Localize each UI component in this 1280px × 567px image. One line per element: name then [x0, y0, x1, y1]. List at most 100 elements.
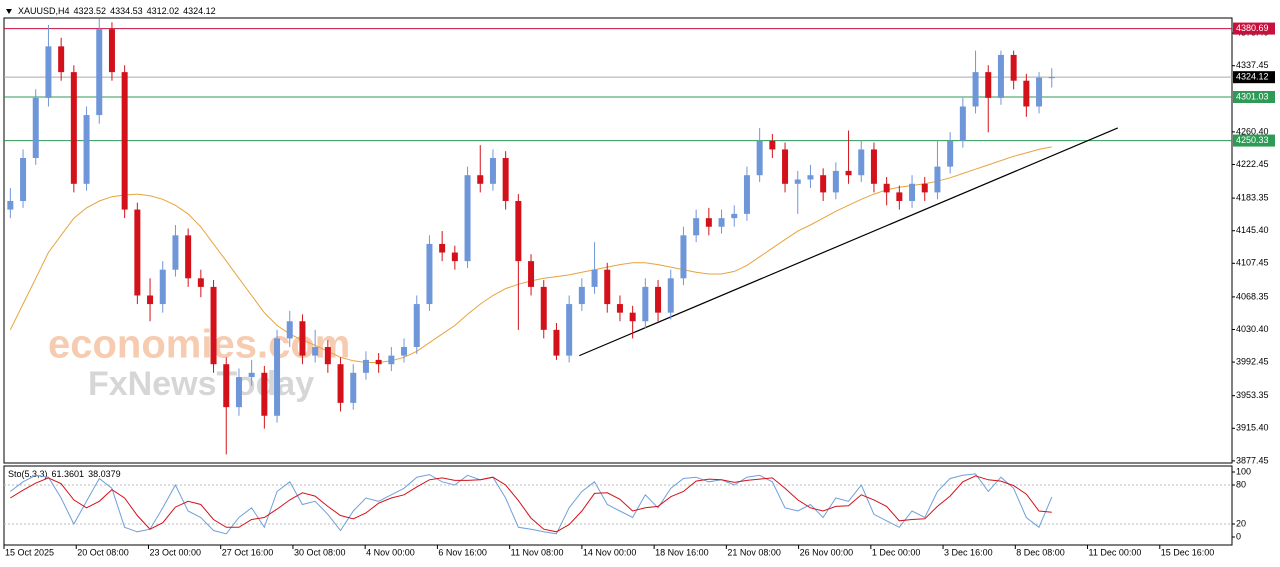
candle-body — [401, 347, 408, 356]
candle-body — [845, 170, 852, 176]
main-panel — [3, 17, 1233, 464]
x-tick-label: 4 Nov 00:00 — [366, 547, 415, 557]
candle-body — [299, 321, 306, 356]
x-tick-label: 27 Oct 16:00 — [222, 547, 274, 557]
x-tick-label: 26 Nov 00:00 — [800, 547, 854, 557]
candle-body — [1010, 54, 1017, 81]
header-close: 4324.12 — [183, 6, 216, 16]
y-tick-label: 100 — [1236, 466, 1251, 476]
candle-body — [147, 295, 154, 305]
y-tick-label: 4222.45 — [1236, 159, 1269, 169]
candle-body — [921, 183, 928, 193]
candle-body — [1048, 77, 1055, 79]
y-tick-label: 3915.40 — [1236, 423, 1269, 433]
price-level-tag — [1233, 71, 1275, 84]
candle-body — [705, 218, 712, 227]
candle-body — [185, 235, 192, 279]
candle-body — [261, 372, 268, 416]
candle-body — [718, 218, 725, 227]
candle-body — [7, 200, 14, 210]
y-tick-label: 4030.40 — [1236, 324, 1269, 334]
x-tick-label: 30 Oct 08:00 — [294, 547, 346, 557]
candle-body — [858, 149, 865, 176]
candle-body — [934, 166, 941, 193]
candle-body — [604, 269, 611, 305]
x-tick-label: 1 Dec 00:00 — [872, 547, 921, 557]
price-level-tag — [1233, 91, 1275, 104]
header-open: 4323.52 — [74, 6, 107, 16]
candle-body — [362, 359, 369, 373]
candle-body — [439, 243, 446, 253]
x-tick-label: 6 Nov 16:00 — [438, 547, 487, 557]
symbol: XAUUSD,H4 — [18, 6, 70, 16]
candle-body — [108, 29, 115, 73]
y-tick-label: 3992.45 — [1236, 356, 1269, 366]
y-tick-label: 0 — [1236, 531, 1241, 541]
candle-body — [489, 158, 496, 184]
y-tick-label: 20 — [1236, 518, 1246, 528]
candle-body — [388, 355, 395, 365]
x-tick-label: 20 Oct 08:00 — [77, 547, 129, 557]
y-tick-label: 4337.45 — [1236, 60, 1269, 70]
y-tick-label: 4260.40 — [1236, 126, 1269, 136]
x-tick-label: 21 Nov 08:00 — [727, 547, 781, 557]
candle-body — [172, 235, 179, 270]
header-high: 4334.53 — [110, 6, 143, 16]
price-level-tag — [1233, 134, 1275, 147]
price-level-label: 4250.33 — [1236, 135, 1269, 145]
candle-body — [909, 183, 916, 201]
candle-body — [274, 338, 281, 416]
candle-body — [540, 286, 547, 330]
x-tick-label: 14 Nov 00:00 — [583, 547, 637, 557]
candle-body — [337, 364, 344, 403]
candle-body — [451, 252, 458, 262]
candle-body — [591, 269, 598, 287]
candle-body — [235, 377, 242, 408]
candle-body — [769, 140, 776, 150]
candle-body — [616, 304, 623, 313]
candle-body — [566, 304, 573, 356]
candle-body — [159, 269, 166, 305]
candle-body — [464, 175, 471, 262]
candle-body — [210, 286, 217, 365]
candle-body — [32, 97, 39, 159]
candle-body — [324, 347, 331, 365]
candle-body — [642, 286, 649, 322]
candle-body — [58, 46, 65, 73]
candle-body — [515, 200, 522, 262]
candle-body — [350, 372, 357, 403]
indicator-k: 61.3601 — [52, 469, 85, 479]
x-tick-label: 11 Dec 00:00 — [1089, 547, 1142, 557]
watermark: FxNewsToday — [88, 365, 314, 403]
x-tick-label: 23 Oct 00:00 — [149, 547, 201, 557]
chart-header: XAUUSD,H4 4323.52 4334.53 4312.02 4324.12 — [18, 6, 216, 16]
candle-body — [553, 329, 560, 356]
candle-body — [870, 149, 877, 184]
candle-body — [680, 235, 687, 279]
menu-arrow[interactable] — [6, 9, 12, 14]
indicator-panel — [3, 465, 1233, 546]
x-tick-label: 8 Dec 08:00 — [1016, 547, 1065, 557]
x-tick-label: 11 Nov 08:00 — [511, 547, 564, 557]
candle-body — [883, 183, 890, 193]
candle-body — [756, 140, 763, 176]
indicator-header: Sto(5,3,3) 61.3601 38.0379 — [8, 469, 121, 479]
candle-body — [312, 347, 319, 356]
indicator-d: 38.0379 — [88, 469, 121, 479]
price-level-tag — [1233, 22, 1275, 35]
candle-body — [985, 72, 992, 98]
candle-body — [121, 72, 128, 210]
header-low: 4312.02 — [147, 6, 180, 16]
x-tick-label: 18 Nov 16:00 — [655, 547, 709, 557]
candle-body — [477, 175, 484, 184]
candle-body — [959, 106, 966, 141]
candle-body — [997, 54, 1004, 98]
candle-body — [426, 243, 433, 305]
candle-body — [134, 209, 141, 296]
candle-body — [782, 149, 789, 184]
candle-body — [832, 170, 839, 193]
candle-body — [20, 158, 27, 201]
trendline — [579, 127, 1119, 357]
candle-body — [83, 115, 90, 184]
